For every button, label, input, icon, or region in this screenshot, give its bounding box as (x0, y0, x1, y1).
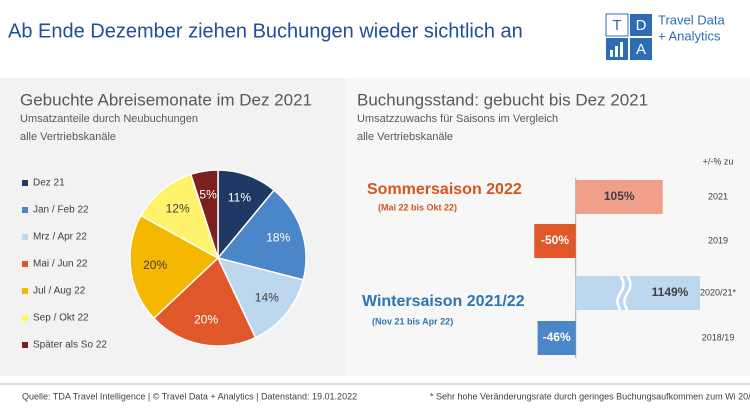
legend-label: Dez 21 (33, 178, 65, 189)
legend-label: Sep / Okt 22 (33, 313, 89, 324)
axis-break (616, 275, 625, 311)
category-label: 2019 (708, 235, 728, 245)
legend-swatch (22, 207, 28, 213)
group-label: Sommersaison 2022 (367, 181, 522, 198)
logo-icon (620, 42, 623, 57)
category-label: 2018/19 (702, 332, 735, 342)
legend-swatch (22, 342, 28, 348)
value-label: -50% (541, 233, 569, 247)
pie-slice (139, 173, 220, 260)
footer-note: * Sehr hohe Veränderungsrate durch gerin… (430, 391, 750, 401)
pie-slice (216, 189, 307, 281)
logo-box (630, 38, 652, 60)
axis-break (623, 275, 632, 311)
slice-label: 11% (228, 191, 251, 205)
group-label: Wintersaison 2021/22 (362, 293, 525, 310)
slide-title: Ab Ende Dezember ziehen Buchungen wieder… (8, 20, 523, 42)
bar (575, 276, 700, 310)
legend-swatch (22, 261, 28, 267)
chart-title: Buchungsstand: gebucht bis Dez 2021 (357, 90, 648, 109)
logo-icon (610, 50, 613, 57)
logo: T D A Travel Data + Analytics (605, 12, 725, 60)
value-label: 105% (604, 189, 635, 203)
legend-label: Jan / Feb 22 (33, 205, 89, 216)
footer-source: Quelle: TDA Travel Intelligence | © Trav… (22, 391, 357, 401)
pie-slice (189, 169, 219, 259)
slice-label: 12% (166, 201, 190, 215)
legend-swatch (22, 315, 28, 321)
bar (537, 321, 576, 355)
chart-title: Gebuchte Abreisemonate im Dez 2021 (20, 90, 312, 109)
chart-subtitle: Umsatzanteile durch Neubuchungen (20, 113, 198, 125)
value-label: -46% (543, 330, 571, 344)
logo-box (605, 13, 629, 37)
logo-text: + Analytics (658, 28, 721, 43)
value-label: 1149% (652, 285, 689, 299)
group-sublabel: (Nov 21 bis Apr 22) (372, 316, 453, 326)
logo-letter: A (636, 41, 646, 58)
legend-swatch (22, 288, 28, 294)
legend-label: Mrz / Apr 22 (33, 232, 87, 243)
bar (575, 180, 663, 214)
pie-slice (216, 256, 305, 339)
logo-letter: D (636, 17, 647, 34)
logo-box (630, 14, 652, 36)
category-header: +/-% zu (703, 156, 734, 166)
legend-label: Später als So 22 (33, 340, 107, 351)
pie-slice (129, 214, 220, 320)
pie-slice (152, 256, 257, 347)
logo-icon (615, 46, 618, 57)
slice-label: 5% (199, 188, 217, 202)
category-label: 2021 (708, 191, 728, 201)
legend-label: Jul / Aug 22 (33, 286, 86, 297)
chart-subtitle: Umsatzzuwachs für Saisons im Vergleich (357, 113, 558, 125)
slice-label: 14% (255, 291, 279, 305)
category-label: 2020/21* (700, 287, 737, 297)
chart-subtitle: alle Vertriebskanäle (20, 131, 116, 143)
slice-label: 20% (143, 258, 167, 272)
legend-swatch (22, 234, 28, 240)
legend-label: Mai / Jun 22 (33, 259, 88, 270)
legend-swatch (22, 180, 28, 186)
slice-label: 18% (266, 231, 290, 245)
logo-letter: T (612, 17, 621, 34)
logo-text: Travel Data (658, 12, 725, 27)
group-sublabel: (Mai 22 bis Okt 22) (378, 202, 457, 212)
slice-label: 20% (194, 312, 218, 326)
chart-subtitle: alle Vertriebskanäle (357, 131, 453, 143)
bar (534, 224, 576, 258)
